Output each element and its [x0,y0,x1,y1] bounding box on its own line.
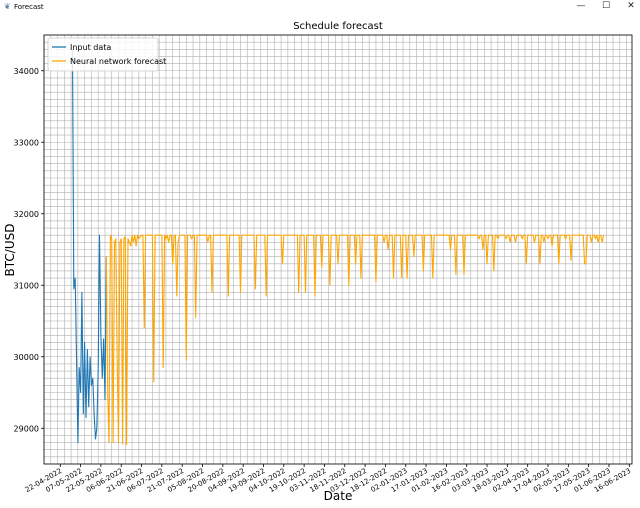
y-tick-label: 30000 [14,353,39,362]
maximize-button[interactable]: ☐ [601,1,611,11]
series-line-input [71,49,107,444]
series-layer [71,49,605,446]
y-tick-label: 33000 [14,138,39,147]
y-axis: 29000 30000 31000 32000 33000 34000 [14,67,44,433]
legend-label-forecast: Neural network forecast [70,57,166,66]
minimize-button[interactable]: — [576,1,586,11]
x-axis-label: Date [324,489,353,503]
legend-label-input: Input data [70,43,111,52]
plot-frame [43,34,633,465]
feather-icon: ❦ [4,2,11,11]
series-line-forecast [105,234,605,446]
window-title: Forecast [14,3,44,11]
chart-title: Schedule forecast [293,21,383,32]
chart-grid [43,34,632,465]
legend-box [47,37,159,72]
close-button[interactable]: ✕ [627,1,635,11]
y-axis-label: BTC/USD [3,224,17,277]
window-titlebar: ❦ Forecast — ☐ ✕ [0,0,640,14]
y-tick-label: 34000 [14,67,39,76]
y-tick-label: 31000 [14,281,39,290]
y-tick-label: 32000 [14,210,39,219]
legend: Input data Neural network forecast [47,37,166,72]
y-tick-label: 29000 [14,424,39,433]
